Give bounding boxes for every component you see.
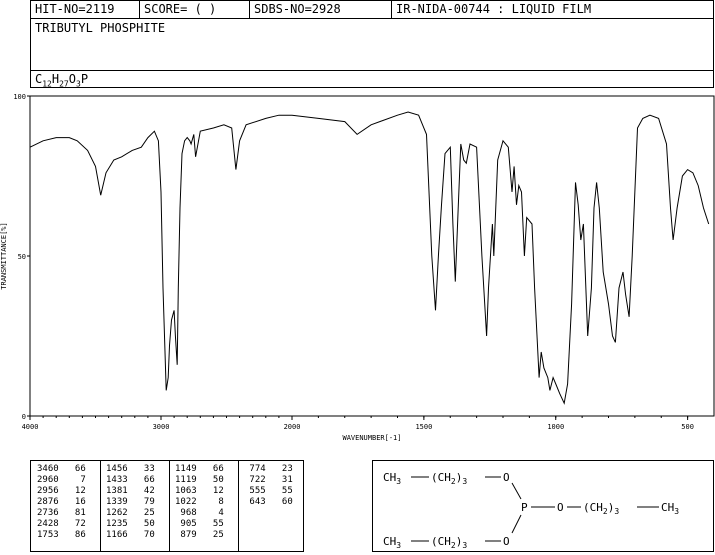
y-axis: 100 50 0	[13, 93, 30, 421]
score: SCORE= ( )	[140, 1, 250, 18]
structure-panel: CH3 (CH2)3 O P O (CH2)3 CH3 CH3 (CH2)3 O	[372, 460, 714, 552]
y-tick-label: 0	[22, 413, 26, 421]
bottom-oxygen: O	[503, 535, 510, 548]
header-panel: HIT-NO=2119 SCORE= ( ) SDBS-NO=2928 IR-N…	[30, 0, 714, 88]
peak-column-1: 3460 66 2960 7 2956 12 2876 16 2736 81 2…	[37, 464, 86, 540]
bond	[511, 514, 522, 534]
phosphorus: P	[521, 501, 528, 514]
formula-h: H	[51, 72, 60, 86]
divider	[31, 70, 713, 71]
formula-h-count: 27	[59, 79, 69, 89]
column-divider	[169, 461, 170, 551]
y-axis-label: TRANSMITTANCE[%]	[0, 222, 8, 289]
y-tick-label: 100	[13, 93, 26, 101]
right-ch3: CH3	[661, 501, 679, 516]
compound-name: TRIBUTYL PHOSPHITE	[35, 21, 166, 35]
x-axis: 4000 3000 2000 1500 1000 500	[22, 416, 694, 431]
x-axis-label: WAVENUMBER[-1]	[342, 434, 401, 442]
bottom-ch3: CH3	[383, 535, 401, 550]
middle-oxygen: O	[557, 501, 564, 514]
peak-column-4: 774 23 722 31 555 55 643 60	[249, 464, 293, 507]
x-tick-label: 2000	[284, 423, 301, 431]
peak-column-2: 1456 33 1433 66 1381 42 1339 79 1262 25 …	[106, 464, 155, 540]
formula-c-count: 12	[42, 79, 52, 89]
column-divider	[238, 461, 239, 551]
formula-o-count: 3	[75, 79, 81, 89]
top-oxygen: O	[503, 471, 510, 484]
x-tick-label: 3000	[153, 423, 170, 431]
bottom-ch2-group: (CH2)3	[431, 535, 467, 550]
bond	[511, 482, 522, 500]
column-divider	[100, 461, 101, 551]
structure-diagram: CH3 (CH2)3 O P O (CH2)3 CH3 CH3 (CH2)3 O	[383, 471, 679, 550]
middle-ch2-group: (CH2)3	[583, 501, 619, 516]
x-tick-label: 500	[681, 423, 694, 431]
ir-spectrum-id: IR-NIDA-00744 : LIQUID FILM	[396, 2, 592, 16]
x-tick-label: 1500	[415, 423, 432, 431]
sdbs-number: SDBS-NO=2928	[250, 1, 392, 18]
hit-number: HIT-NO=2119	[31, 1, 140, 18]
peak-column-3: 1149 66 1119 50 1063 12 1022 8 968 4 905…	[175, 464, 224, 540]
formula-o: O	[68, 72, 76, 86]
x-tick-label: 4000	[22, 423, 39, 431]
top-ch3: CH3	[383, 471, 401, 486]
peak-table: 3460 66 2960 7 2956 12 2876 16 2736 81 2…	[30, 460, 304, 552]
formula-p: P	[80, 72, 89, 86]
x-tick-label: 1000	[547, 423, 564, 431]
spectrum-line	[29, 111, 710, 405]
y-tick-label: 50	[18, 253, 26, 261]
plot-frame	[29, 95, 715, 417]
top-ch2-group: (CH2)3	[431, 471, 467, 486]
molecular-formula: C12H27O3P	[35, 72, 88, 88]
header-row: HIT-NO=2119 SCORE= ( ) SDBS-NO=2928 IR-N…	[31, 1, 713, 19]
formula-c: C	[35, 72, 43, 86]
